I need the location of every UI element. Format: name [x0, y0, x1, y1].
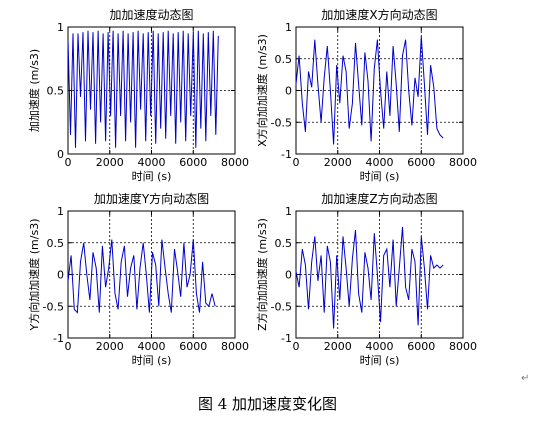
x-axis-label: 时间 (s)	[132, 354, 172, 367]
chart-4: 0 2000 4000 6000 8000 -1 -0.5 0 0.5 1 加加速度Z方向动态图时间…	[255, 191, 477, 367]
y-tick-label: 0	[57, 269, 64, 282]
y-tick-label: 0.5	[47, 237, 65, 250]
series-line	[67, 30, 219, 148]
chart-title: 加加速度动态图	[109, 7, 193, 22]
chart-title: 加加速度Z方向动态图	[321, 191, 437, 206]
series-line	[295, 226, 444, 329]
x-tick-label: 0	[293, 156, 300, 169]
y-tick-label: 1	[57, 21, 64, 34]
x-tick-label: 6000	[179, 156, 207, 169]
x-tick-label: 4000	[366, 340, 394, 353]
x-tick-label: 6000	[407, 156, 435, 169]
y-tick-label: -1	[281, 332, 292, 345]
x-axis-label: 时间 (s)	[132, 170, 172, 183]
y-tick-label: -1	[281, 148, 292, 161]
figure-caption: 图 4 加加速度变化图	[197, 395, 338, 413]
x-tick-label: 2000	[324, 156, 352, 169]
y-tick-label: 1	[285, 205, 292, 218]
x-tick-label: 8000	[221, 156, 249, 169]
y-tick-label: 1	[57, 205, 64, 218]
y-axis-label: Z方向加加速度 (m/s3)	[255, 218, 269, 331]
y-tick-label: -1	[53, 332, 64, 345]
x-axis-label: 时间 (s)	[360, 170, 400, 183]
x-axis-label: 时间 (s)	[360, 354, 400, 367]
y-tick-label: 0	[57, 148, 64, 161]
x-tick-label: 0	[65, 340, 72, 353]
x-tick-label: 0	[65, 156, 72, 169]
y-axis-label: 加加速度 (m/s3)	[27, 49, 41, 132]
y-tick-label: 0	[285, 85, 292, 98]
x-tick-label: 8000	[449, 340, 477, 353]
series-line	[295, 36, 444, 145]
y-tick-label: 0	[285, 269, 292, 282]
paragraph-mark: ↵	[521, 373, 530, 384]
x-tick-label: 4000	[138, 156, 166, 169]
x-tick-label: 2000	[96, 156, 124, 169]
y-tick-label: -0.5	[271, 116, 292, 129]
chart-3: 0 2000 4000 6000 8000 -1 -0.5 0 0.5 1 加加速度Y方向动态图时间…	[27, 191, 249, 367]
chart-title: 加加速度Y方向动态图	[94, 191, 209, 206]
x-tick-label: 8000	[449, 156, 477, 169]
chart-2: 0 2000 4000 6000 8000 -1 -0.5 0 0.5 1 加加速度X方向动态图时间…	[255, 7, 477, 183]
chart-title: 加加速度X方向动态图	[321, 7, 437, 22]
y-axis-label: Y方向加加速度 (m/s3)	[27, 219, 41, 332]
x-tick-label: 6000	[179, 340, 207, 353]
x-tick-label: 4000	[366, 156, 394, 169]
y-tick-label: 0.5	[275, 53, 293, 66]
x-tick-label: 2000	[96, 340, 124, 353]
x-tick-label: 0	[293, 340, 300, 353]
x-tick-label: 4000	[138, 340, 166, 353]
series-line	[67, 239, 216, 314]
x-tick-label: 6000	[407, 340, 435, 353]
y-tick-label: -0.5	[43, 300, 64, 313]
y-tick-label: 0.5	[275, 237, 293, 250]
y-tick-label: 0.5	[47, 85, 65, 98]
y-axis-label: X方向加加速度 (m/s3)	[255, 34, 269, 147]
x-tick-label: 2000	[324, 340, 352, 353]
x-tick-label: 8000	[221, 340, 249, 353]
y-tick-label: 1	[285, 21, 292, 34]
y-tick-label: -0.5	[271, 300, 292, 313]
